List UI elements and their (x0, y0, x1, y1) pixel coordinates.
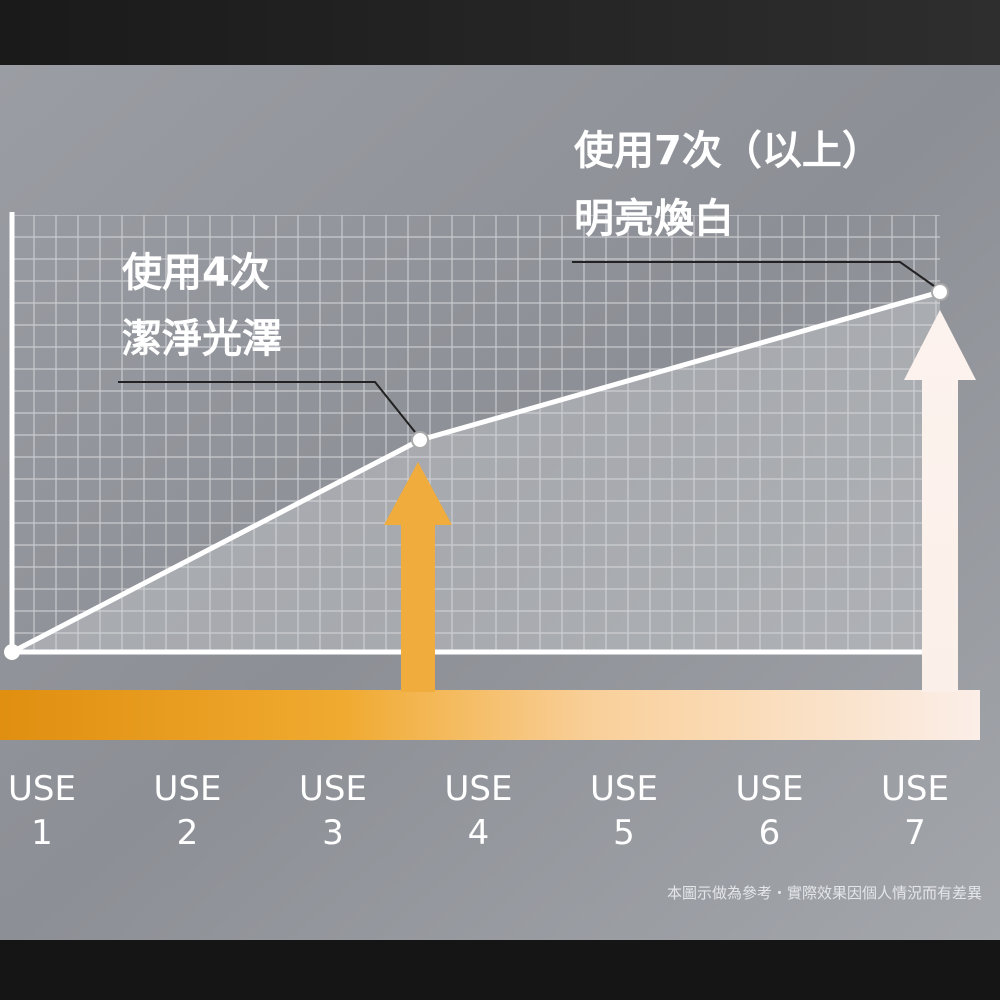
x-label: USE (154, 769, 222, 809)
annotation: 使用7次（以上） (574, 128, 882, 174)
point (931, 283, 949, 301)
bottom-band (0, 940, 1000, 1000)
x-label: 3 (322, 813, 344, 853)
x-label: 4 (468, 813, 490, 853)
x-label: USE (736, 769, 804, 809)
arrow-white (904, 310, 976, 692)
annotation: 明亮煥白 (574, 196, 734, 242)
x-label: 6 (759, 813, 781, 853)
x-label: USE (590, 769, 658, 809)
x-label: 7 (904, 813, 926, 853)
point (4, 644, 20, 660)
x-label: 1 (31, 813, 53, 853)
x-label: USE (8, 769, 76, 809)
footnote: 本圖示做為參考・實際效果因個人情況而有差異 (667, 884, 982, 902)
leader-line (572, 261, 935, 287)
x-label: USE (299, 769, 367, 809)
leader-line (118, 381, 416, 433)
x-label: 5 (613, 813, 635, 853)
area (12, 292, 940, 652)
grid (12, 215, 940, 652)
top-band (0, 0, 1000, 65)
annotation: 使用4次 (122, 250, 270, 296)
x-label: 2 (177, 813, 199, 853)
point (411, 431, 429, 449)
progress-bar (0, 690, 980, 740)
annotation: 潔淨光澤 (122, 316, 282, 362)
panel (0, 65, 1000, 940)
x-label: USE (881, 769, 949, 809)
x-label: USE (445, 769, 513, 809)
arrow-orange (384, 462, 452, 692)
